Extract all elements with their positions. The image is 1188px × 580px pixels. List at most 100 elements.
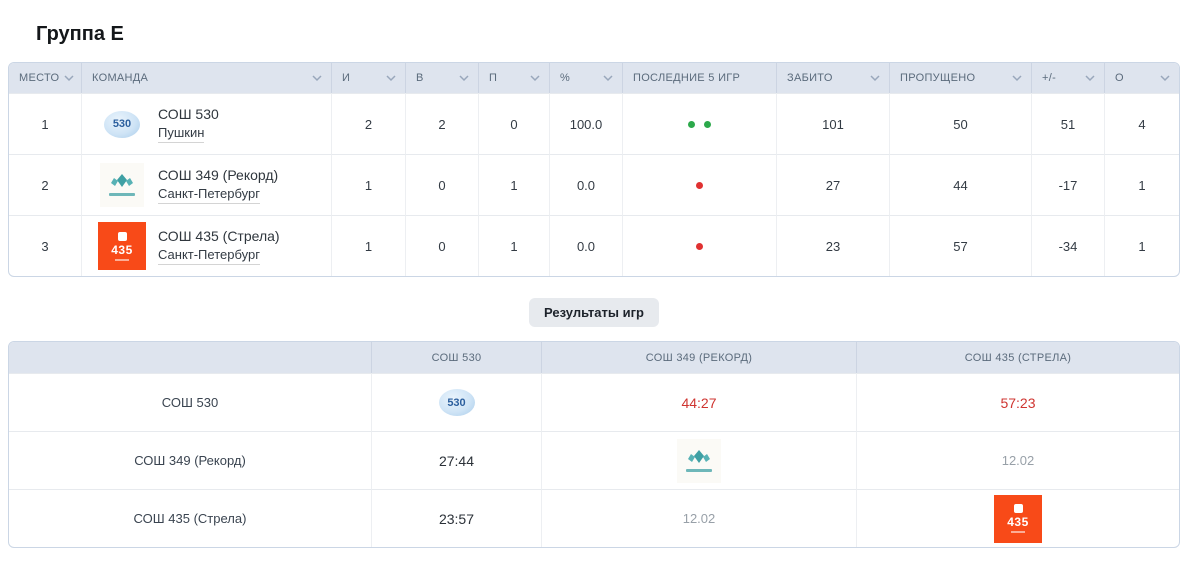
standings-row: 2 СОШ 349 (Рекорд) Санкт-Петербург 1 0 1… [9,154,1179,215]
score-link[interactable]: 57:23 [1000,394,1036,411]
sort-chevron-icon[interactable] [63,74,75,82]
column-header-pct[interactable]: % [549,63,622,93]
column-header-team[interactable]: КОМАНДА [81,63,331,93]
logo-glyph [117,231,127,241]
sosh-349-rekord-logo-icon [100,163,144,207]
column-header-points[interactable]: О [1104,63,1179,93]
column-header-diff[interactable]: +/- [1031,63,1104,93]
crosstable-header-sosh435: СОШ 435 (СТРЕЛА) [856,342,1179,373]
upcoming-game-date: 12.02 [682,511,716,526]
logo-caption-line [1011,531,1025,533]
conceded-value: 57 [889,215,1031,276]
sort-chevron-icon[interactable] [869,74,881,82]
crosstable-row: СОШ 349 (Рекорд) 27:44 12.02 [9,431,1179,489]
page-title: Группа Е [36,23,124,45]
score-link[interactable]: 27:44 [438,452,475,469]
column-label: ПОСЛЕДНИЕ 5 ИГР [633,72,741,84]
last5-cell [622,154,776,215]
standings-table: МЕСТО КОМАНДА И В П % ПОСЛЕДНИЕ 5 ИГР ЗА… [8,62,1180,277]
logo-caption-line [686,468,712,472]
score-cell: 44:27 [541,373,856,431]
column-header-last5: ПОСЛЕДНИЕ 5 ИГР [622,63,776,93]
pct-value: 0.0 [549,215,622,276]
column-header-wins[interactable]: В [405,63,478,93]
column-label: +/- [1042,72,1057,84]
win-dot-icon [688,120,695,128]
scored-value: 101 [776,93,889,154]
column-header-losses[interactable]: П [478,63,549,93]
win-dot-icon [704,120,711,128]
place-value: 1 [9,93,81,154]
crosstable-header-sosh530: СОШ 530 [371,342,541,373]
diff-value: -17 [1031,154,1104,215]
sort-chevron-icon[interactable] [311,74,323,82]
crosstable: СОШ 530 СОШ 349 (РЕКОРД) СОШ 435 (СТРЕЛА… [8,341,1180,548]
team-cell: 530 СОШ 530 Пушкин [81,93,331,154]
standings-header-row: МЕСТО КОМАНДА И В П % ПОСЛЕДНИЕ 5 ИГР ЗА… [9,63,1179,93]
crosstable-team-label: СОШ 435 (Стрела) [9,489,371,547]
sort-chevron-icon[interactable] [385,74,397,82]
crosstable-header-sosh349: СОШ 349 (РЕКОРД) [541,342,856,373]
score-link[interactable]: 23:57 [438,510,475,527]
sort-chevron-icon[interactable] [1084,74,1096,82]
team-city-link[interactable]: Пушкин [158,125,205,143]
column-label: О [1115,72,1124,84]
column-label: % [560,72,571,84]
losses-value: 1 [478,215,549,276]
sort-chevron-icon[interactable] [458,74,470,82]
team-name: СОШ 349 (Рекорд) [158,166,279,183]
crosstable-team-label: СОШ 530 [9,373,371,431]
team-city-link[interactable]: Санкт-Петербург [158,186,260,204]
crosstable-row: СОШ 530 530 44:27 57:23 [9,373,1179,431]
team-name: СОШ 435 (Стрела) [158,227,280,244]
column-header-scored[interactable]: ЗАБИТО [776,63,889,93]
place-value: 2 [9,154,81,215]
crosstable-header-empty [9,342,371,373]
sort-chevron-icon[interactable] [529,74,541,82]
crosstable-team-label: СОШ 349 (Рекорд) [9,431,371,489]
sosh-349-rekord-logo-icon [677,438,721,483]
column-label: МЕСТО [19,72,60,84]
losses-value: 0 [478,93,549,154]
crosstable-header-row: СОШ 530 СОШ 349 (РЕКОРД) СОШ 435 (СТРЕЛА… [9,342,1179,373]
games-value: 1 [331,215,405,276]
sosh-435-logo-icon: 435 [98,222,146,270]
sort-chevron-icon[interactable] [602,74,614,82]
upcoming-game-cell: 12.02 [541,489,856,547]
scored-value: 27 [776,154,889,215]
column-header-place[interactable]: МЕСТО [9,63,81,93]
conceded-value: 50 [889,93,1031,154]
column-label: ПРОПУЩЕНО [900,72,976,84]
team-logo-box: 530 [86,110,158,138]
points-value: 4 [1104,93,1179,154]
games-value: 1 [331,154,405,215]
score-link[interactable]: 44:27 [681,394,717,411]
team-cell: СОШ 349 (Рекорд) Санкт-Петербург [81,154,331,215]
wins-value: 2 [405,93,478,154]
column-label: В [416,72,424,84]
team-logo-box [86,163,158,207]
sort-chevron-icon[interactable] [1011,74,1023,82]
logo-caption-line [109,193,135,196]
sosh-530-logo-icon: 530 [438,389,475,416]
team-cell: 435 СОШ 435 (Стрела) Санкт-Петербург [81,215,331,276]
column-header-conceded[interactable]: ПРОПУЩЕНО [889,63,1031,93]
pct-value: 0.0 [549,154,622,215]
column-header-games[interactable]: И [331,63,405,93]
diagonal-cell: 530 [371,373,541,431]
column-label: П [489,72,498,84]
column-label: И [342,72,351,84]
sosh-435-logo-icon: 435 [994,494,1042,543]
logo-caption-line [115,258,129,261]
upcoming-game-date: 12.02 [1001,453,1035,468]
diagonal-cell: 435 [856,489,1179,547]
game-results-button[interactable]: Результаты игр [529,298,659,327]
last5-cell [622,215,776,276]
team-logo-box: 435 [86,222,158,270]
sort-chevron-icon[interactable] [1159,74,1171,82]
points-value: 1 [1104,215,1179,276]
diff-value: -34 [1031,215,1104,276]
crosstable-row: СОШ 435 (Стрела) 23:57 12.02 435 [9,489,1179,547]
team-city-link[interactable]: Санкт-Петербург [158,247,260,265]
conceded-value: 44 [889,154,1031,215]
